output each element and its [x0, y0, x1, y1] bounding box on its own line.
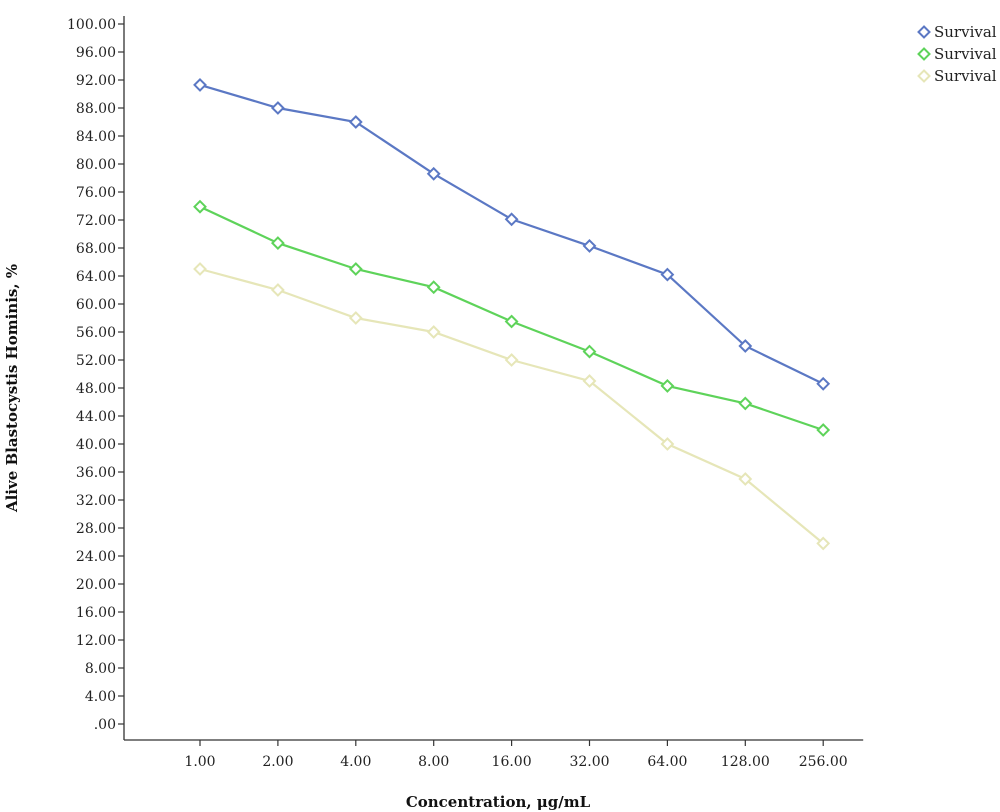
data-point [193, 199, 207, 214]
data-point [426, 325, 441, 339]
legend-marker [917, 69, 931, 83]
y-tick-label: 52.00 [76, 353, 116, 369]
y-axis: .00 4.00 8.00 12.00 16.00 20.00 24.00 28.00 32.0… [67, 16, 125, 740]
series-3 [193, 262, 831, 551]
y-tick-label: 48.00 [76, 381, 116, 397]
x-axis: 1.00 2.00 4.00 8.00 16.00 32.00 64.00 128.00 256… [124, 739, 864, 770]
x-tick-label: 256.00 [799, 754, 848, 770]
data-point [348, 262, 363, 276]
data-point [816, 376, 831, 391]
series-1 [193, 77, 831, 391]
y-tick-label: 64.00 [76, 269, 116, 285]
data-point [270, 236, 285, 251]
y-tick-label: 20.00 [76, 577, 116, 593]
data-point [738, 472, 753, 486]
y-tick-label: 44.00 [76, 409, 116, 425]
series-2 [193, 199, 831, 437]
data-point [193, 77, 207, 92]
data-point [738, 396, 753, 411]
y-tick-label: 12.00 [76, 633, 116, 649]
data-point [348, 311, 363, 325]
x-tick-label: 2.00 [262, 754, 293, 770]
series-line [199, 267, 824, 545]
y-tick-label: 100.00 [67, 17, 116, 33]
legend-label: Survival [934, 23, 997, 41]
data-point [582, 374, 597, 388]
data-point [816, 423, 831, 437]
y-tick-label: 92.00 [76, 73, 116, 89]
data-point [816, 536, 831, 551]
data-point [270, 283, 285, 297]
legend-marker [917, 25, 931, 39]
data-point [582, 238, 597, 253]
y-tick-label: 88.00 [76, 101, 116, 117]
series-layer [193, 77, 831, 551]
x-tick-label: 32.00 [569, 754, 609, 770]
data-point [270, 101, 285, 115]
data-point [660, 267, 675, 282]
y-tick-label: 8.00 [85, 661, 116, 677]
data-point [193, 262, 207, 276]
y-tick-label: 40.00 [76, 437, 116, 453]
y-tick-label: 24.00 [76, 549, 116, 565]
data-point [426, 280, 441, 295]
data-point [738, 339, 753, 353]
legend-label: Survival [934, 67, 997, 85]
legend: Survival Survival Survival [917, 23, 997, 85]
y-tick-label: 84.00 [76, 129, 116, 145]
data-point [660, 378, 675, 393]
y-tick-label: 32.00 [76, 493, 116, 509]
y-tick-label: 68.00 [76, 241, 116, 257]
y-tick-label: 60.00 [76, 297, 116, 313]
y-tick-label: 76.00 [76, 185, 116, 201]
legend-label: Survival [934, 45, 997, 63]
legend-marker [917, 47, 931, 61]
y-tick-label: 4.00 [85, 689, 116, 705]
x-tick-label: 8.00 [418, 754, 449, 770]
x-tick-label: 1.00 [184, 754, 215, 770]
data-point [582, 344, 597, 359]
x-tick-label: 64.00 [647, 754, 687, 770]
x-axis-title: Concentration, μg/mL [406, 793, 591, 811]
y-tick-label: 80.00 [76, 157, 116, 173]
data-point [504, 212, 519, 227]
y-tick-label: 56.00 [76, 325, 116, 341]
data-point [426, 166, 441, 181]
x-tick-label: 128.00 [721, 754, 770, 770]
y-tick-label: .00 [94, 717, 116, 733]
y-tick-label: 72.00 [76, 213, 116, 229]
data-point [504, 314, 519, 329]
x-tick-label: 16.00 [492, 754, 532, 770]
data-point [348, 115, 363, 129]
y-tick-label: 28.00 [76, 521, 116, 537]
y-tick-label: 36.00 [76, 465, 116, 481]
y-axis-title: Alive Blastocystis Hominis, % [3, 264, 21, 513]
data-point [504, 353, 519, 367]
x-tick-label: 4.00 [340, 754, 371, 770]
series-line [199, 83, 824, 385]
y-tick-label: 96.00 [76, 45, 116, 61]
y-tick-label: 16.00 [76, 605, 116, 621]
data-point [660, 437, 675, 451]
